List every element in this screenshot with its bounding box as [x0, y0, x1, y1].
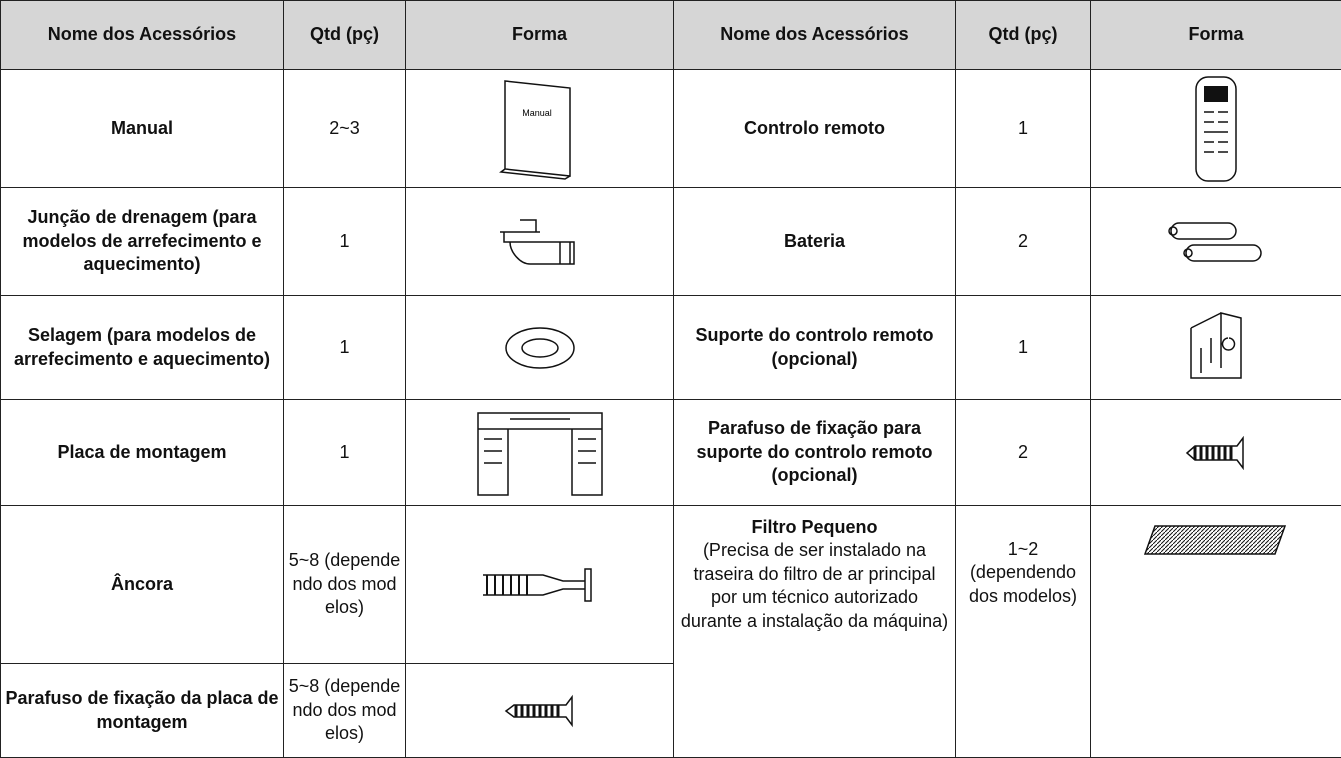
- item-qty: 2: [956, 400, 1091, 506]
- header-cell: Nome dos Acessórios: [674, 1, 956, 70]
- item-shape: [406, 296, 674, 400]
- item-qty: 1: [284, 400, 406, 506]
- item-name: Manual: [1, 70, 284, 188]
- header-cell: Forma: [1091, 1, 1341, 70]
- item-shape: [1091, 296, 1341, 400]
- item-name: Placa de montagem: [1, 400, 284, 506]
- header-cell: Nome dos Acessórios: [1, 1, 284, 70]
- item-shape: [1091, 70, 1341, 188]
- holder-icon: [1176, 308, 1256, 388]
- item-qty: 1: [284, 296, 406, 400]
- manual-icon: Manual: [495, 76, 585, 181]
- item-title: Filtro Pequeno: [678, 516, 951, 539]
- screw-icon: [500, 694, 580, 728]
- item-qty: 5~8 (dependendo dos modelos): [284, 664, 406, 758]
- item-qty: 1: [956, 296, 1091, 400]
- item-qty: 1~2 (dependendo dos modelos): [956, 506, 1091, 758]
- item-name: Suporte do controlo remoto (opcional): [674, 296, 956, 400]
- remote-icon: [1191, 74, 1241, 184]
- icon-label: Manual: [522, 108, 552, 118]
- drain-joint-icon: [490, 212, 590, 272]
- item-name: Parafuso de fixação para suporte do cont…: [674, 400, 956, 506]
- mounting-plate-icon: [470, 405, 610, 500]
- item-qty: 1: [284, 188, 406, 296]
- item-shape: Manual: [406, 70, 674, 188]
- item-shape: [1091, 506, 1341, 758]
- item-qty: 2~3: [284, 70, 406, 188]
- item-shape: [1091, 400, 1341, 506]
- item-name: Filtro Pequeno(Precisa de ser instalado …: [674, 506, 956, 758]
- item-qty: 5~8 (dependendo dos modelos): [284, 506, 406, 664]
- seal-icon: [500, 323, 580, 373]
- item-name: Junção de drenagem (para modelos de arre…: [1, 188, 284, 296]
- item-shape: [406, 400, 674, 506]
- item-name: Bateria: [674, 188, 956, 296]
- battery-icon: [1161, 217, 1271, 267]
- item-name: Âncora: [1, 506, 284, 664]
- filter-icon: [1141, 520, 1291, 560]
- item-shape: [406, 188, 674, 296]
- header-row: Nome dos Acessórios Qtd (pç) Forma Nome …: [1, 1, 1341, 70]
- item-name: Controlo remoto: [674, 70, 956, 188]
- item-name: Parafuso de fixação da placa de montagem: [1, 664, 284, 758]
- item-qty: 2: [956, 188, 1091, 296]
- item-shape: [406, 506, 674, 664]
- header-cell: Forma: [406, 1, 674, 70]
- item-name: Selagem (para modelos de arrefecimento e…: [1, 296, 284, 400]
- item-shape: [1091, 188, 1341, 296]
- item-qty: 1: [956, 70, 1091, 188]
- item-shape: [406, 664, 674, 758]
- item-note: (Precisa de ser instalado na traseira do…: [678, 539, 951, 633]
- header-cell: Qtd (pç): [284, 1, 406, 70]
- screw-icon: [1181, 436, 1251, 470]
- anchor-icon: [475, 565, 605, 605]
- header-cell: Qtd (pç): [956, 1, 1091, 70]
